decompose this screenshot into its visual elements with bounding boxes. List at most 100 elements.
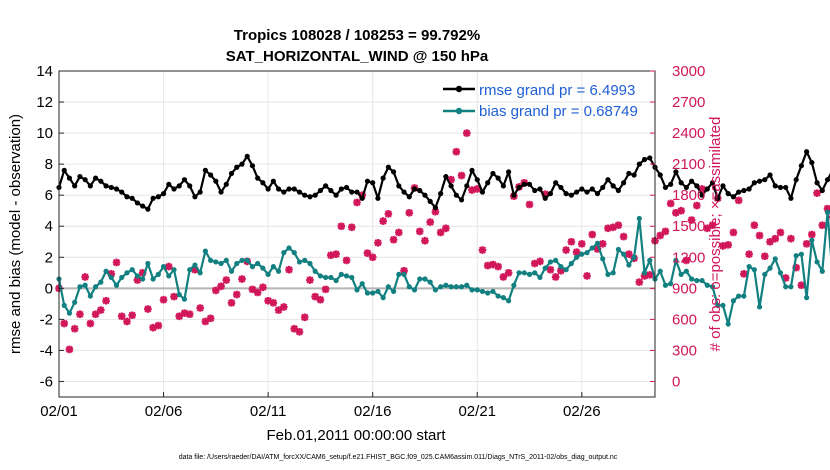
bias-point bbox=[594, 240, 601, 246]
obs-cross-mark bbox=[353, 198, 361, 207]
bias-point bbox=[265, 271, 271, 277]
bias-point bbox=[385, 284, 391, 290]
rmse-point bbox=[673, 169, 679, 175]
rmse-point bbox=[265, 186, 271, 192]
obs-count-marker bbox=[269, 299, 278, 307]
bias-point bbox=[804, 295, 810, 301]
obs-cross-mark bbox=[546, 266, 555, 274]
obs-count-marker bbox=[306, 276, 314, 284]
obs-count-marker bbox=[583, 272, 591, 280]
obs-count-marker bbox=[248, 285, 257, 294]
rmse-point bbox=[281, 189, 287, 195]
bias-point bbox=[275, 268, 282, 274]
obs-cross-mark bbox=[369, 253, 377, 261]
bias-point bbox=[312, 268, 318, 274]
rmse-point bbox=[788, 195, 794, 201]
rmse-point bbox=[694, 183, 700, 189]
obs-cross-mark bbox=[144, 305, 152, 313]
obs-count-marker bbox=[123, 317, 131, 326]
rmse-point bbox=[485, 180, 491, 186]
obs-count-marker bbox=[426, 218, 434, 226]
obs-cross-mark bbox=[389, 236, 398, 244]
obs-count-marker bbox=[635, 278, 644, 286]
rmse-point bbox=[568, 192, 574, 198]
bias-point bbox=[448, 284, 454, 290]
left-tick-label: 4 bbox=[45, 218, 53, 235]
bias-point bbox=[333, 277, 339, 284]
bias-point bbox=[354, 287, 360, 293]
obs-cross-mark bbox=[222, 276, 230, 284]
rmse-point bbox=[699, 192, 705, 198]
bias-point bbox=[380, 295, 386, 301]
rmse-point bbox=[709, 180, 716, 186]
rmse-point bbox=[255, 175, 261, 181]
obs-count-marker bbox=[766, 237, 774, 246]
rmse-point bbox=[103, 183, 109, 189]
obs-cross-mark bbox=[562, 246, 570, 254]
x-tick-label: 02/01 bbox=[40, 403, 78, 420]
x-tick-label: 02/11 bbox=[250, 403, 286, 420]
bias-point bbox=[657, 268, 663, 274]
rmse-point bbox=[171, 186, 177, 192]
obs-count-marker bbox=[619, 232, 628, 241]
obs-cross-mark bbox=[295, 328, 304, 336]
rmse-point bbox=[573, 189, 580, 195]
rmse-point bbox=[302, 192, 308, 198]
bias-point bbox=[375, 288, 381, 295]
obs-count-marker bbox=[379, 217, 387, 225]
rmse-point bbox=[506, 169, 512, 175]
bias-point bbox=[160, 264, 167, 270]
bias-point bbox=[746, 264, 752, 270]
obs-count-marker bbox=[311, 292, 319, 301]
rmse-point bbox=[385, 164, 391, 170]
bias-point bbox=[150, 276, 156, 282]
obs-cross-mark bbox=[316, 296, 325, 304]
rmse-point bbox=[87, 183, 93, 189]
x-tick-label: 02/16 bbox=[354, 403, 392, 420]
left-axis-label: rmse and bias (model - observation) bbox=[7, 114, 24, 354]
rmse-point bbox=[328, 187, 334, 194]
obs-count-marker bbox=[504, 269, 513, 277]
rmse-point bbox=[777, 184, 784, 191]
rmse-point bbox=[636, 161, 642, 167]
bias-point bbox=[417, 276, 423, 282]
bias-point bbox=[255, 260, 261, 267]
obs-cross-mark bbox=[818, 221, 826, 229]
rmse-point bbox=[594, 191, 601, 197]
rmse-point bbox=[438, 191, 444, 197]
bias-point bbox=[291, 250, 297, 256]
rmse-point bbox=[511, 192, 517, 198]
rmse-point bbox=[526, 181, 533, 187]
bias-point bbox=[783, 284, 789, 290]
bias-point bbox=[751, 267, 757, 273]
bias-point bbox=[438, 284, 444, 290]
rmse-point bbox=[819, 187, 825, 194]
obs-count-marker bbox=[374, 238, 382, 247]
right-tick-label: 600 bbox=[672, 311, 697, 328]
rmse-point bbox=[736, 189, 742, 195]
left-tick-label: 0 bbox=[45, 280, 53, 297]
bias-point bbox=[814, 259, 820, 265]
legend-bias-marker bbox=[455, 107, 463, 115]
obs-count-marker bbox=[614, 221, 623, 230]
rmse-point bbox=[343, 184, 350, 191]
rmse-point bbox=[668, 181, 674, 187]
obs-cross-mark bbox=[755, 231, 764, 240]
bias-point bbox=[490, 288, 496, 295]
rmse-point bbox=[291, 186, 297, 192]
obs-cross-mark bbox=[379, 217, 387, 225]
obs-cross-mark bbox=[646, 271, 654, 279]
rmse-point bbox=[474, 177, 480, 183]
rmse-point bbox=[66, 175, 73, 181]
bias-point bbox=[66, 310, 73, 316]
obs-count-marker bbox=[536, 257, 544, 266]
obs-count-marker bbox=[478, 246, 487, 254]
obs-cross-mark bbox=[159, 296, 168, 304]
rmse-point bbox=[427, 198, 433, 204]
rmse-point bbox=[563, 191, 569, 197]
rmse-point bbox=[432, 205, 439, 211]
right-axis-tick-labels: 0 300 600 900 1200 1500 1800 2100 2400 2700 3000 bbox=[672, 63, 705, 390]
obs-count-marker bbox=[201, 317, 210, 326]
bias-point bbox=[349, 274, 355, 281]
obs-count-marker bbox=[368, 253, 377, 262]
